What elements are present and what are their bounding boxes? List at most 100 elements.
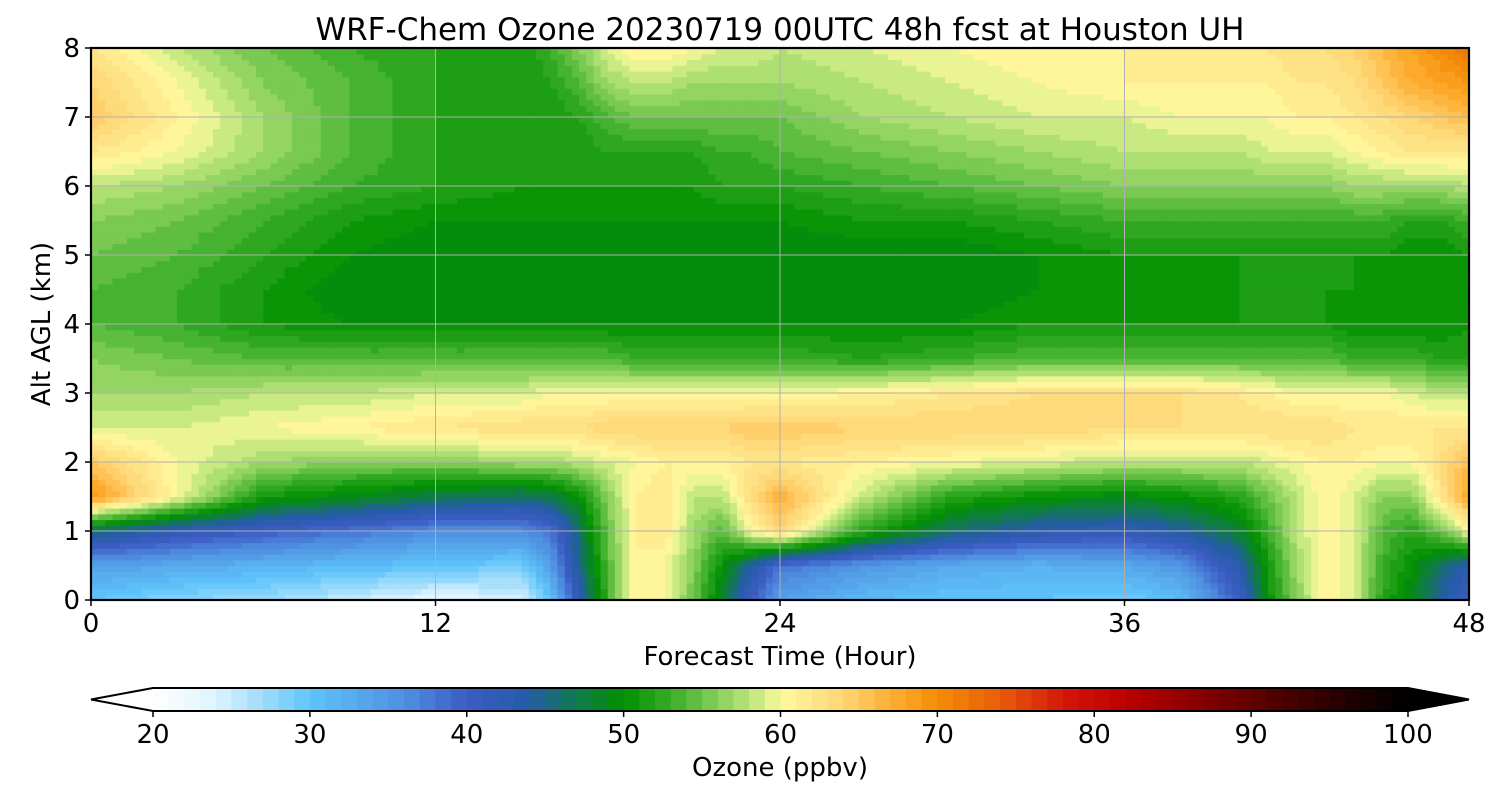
- ozone-cell: [528, 542, 537, 549]
- ozone-cell: [1296, 565, 1305, 572]
- ozone-cell: [313, 594, 322, 601]
- ozone-cell: [693, 559, 702, 567]
- ozone-cell: [866, 559, 874, 567]
- ozone-cell: [435, 571, 444, 578]
- ozone-cell: [1196, 577, 1205, 584]
- ozone-cell: [579, 554, 587, 561]
- ozone-cell: [1311, 542, 1319, 549]
- ozone-cell: [1146, 467, 1154, 475]
- ozone-cell: [686, 525, 695, 532]
- ozone-cell: [227, 467, 236, 475]
- ozone-cell: [1052, 536, 1061, 544]
- ozone-cell: [1311, 548, 1319, 555]
- ozone-cell: [701, 525, 709, 532]
- ozone-cell: [787, 559, 795, 567]
- ozone-cell: [256, 450, 264, 457]
- ozone-cell: [112, 582, 121, 590]
- ozone-cell: [198, 450, 207, 457]
- ozone-cell: [134, 513, 142, 521]
- ozone-cell: [284, 554, 293, 561]
- ozone-cell: [313, 496, 322, 503]
- ozone-cell: [1117, 582, 1126, 590]
- ozone-cell: [335, 456, 343, 463]
- ozone-cell: [184, 588, 193, 595]
- ozone-cell: [356, 467, 365, 475]
- ozone-cell: [413, 525, 422, 532]
- ozone-cell: [91, 554, 99, 561]
- ozone-cell: [126, 559, 135, 567]
- ozone-cell: [478, 531, 487, 538]
- ozone-cell: [1110, 582, 1118, 590]
- ozone-cell: [492, 462, 501, 469]
- ozone-cell: [507, 462, 516, 469]
- ozone-cell: [844, 450, 853, 457]
- ozone-cell: [600, 588, 609, 595]
- ozone-cell: [1052, 473, 1061, 480]
- ozone-cell: [543, 531, 551, 538]
- ozone-cell: [945, 462, 953, 469]
- ozone-cell: [593, 531, 602, 538]
- ozone-cell: [1131, 456, 1140, 463]
- ozone-cell: [306, 577, 315, 584]
- ozone-cell: [119, 485, 128, 492]
- ozone-cell: [543, 502, 551, 509]
- ozone-cell: [693, 513, 702, 521]
- ozone-cell: [973, 571, 982, 578]
- ozone-cell: [148, 467, 157, 475]
- ozone-cell: [449, 502, 458, 509]
- ozone-cell: [1289, 588, 1298, 595]
- ozone-cell: [284, 513, 293, 521]
- ozone-cell: [937, 588, 946, 595]
- ozone-cell: [1102, 548, 1111, 555]
- ozone-cell: [1325, 525, 1334, 532]
- ozone-cell: [1311, 490, 1319, 498]
- ozone-cell: [1167, 502, 1176, 509]
- ozone-cell: [937, 594, 946, 601]
- ozone-cell: [1045, 588, 1054, 595]
- ozone-cell: [729, 462, 738, 469]
- ozone-cell: [1454, 542, 1463, 549]
- ozone-cell: [112, 479, 121, 486]
- ozone-cell: [1024, 513, 1032, 521]
- ozone-cell: [413, 542, 422, 549]
- ozone-cell: [1045, 536, 1054, 544]
- ozone-cell: [586, 513, 594, 521]
- ozone-cell: [557, 571, 566, 578]
- ozone-cell: [1196, 565, 1205, 572]
- ozone-cell: [1282, 467, 1291, 475]
- ozone-cell: [1224, 559, 1233, 567]
- ozone-cell: [1346, 456, 1355, 463]
- ozone-cell: [808, 577, 817, 584]
- ozone-cell: [191, 531, 200, 538]
- ozone-cell: [119, 467, 128, 475]
- ozone-cell: [1433, 479, 1441, 486]
- ozone-cell: [1110, 508, 1118, 515]
- ozone-cell: [528, 496, 537, 503]
- ozone-cell: [363, 462, 372, 469]
- ozone-cell: [1239, 490, 1248, 498]
- ozone-cell: [665, 571, 673, 578]
- ozone-cell: [392, 588, 401, 595]
- ozone-cell: [1390, 559, 1398, 567]
- ozone-cell: [909, 525, 917, 532]
- ozone-cell: [478, 588, 487, 595]
- ozone-cell: [715, 496, 724, 503]
- ozone-cell: [787, 554, 795, 561]
- ozone-cell: [327, 531, 336, 538]
- ozone-cell: [1346, 508, 1355, 515]
- ozone-cell: [1239, 588, 1248, 595]
- ozone-cell: [1045, 485, 1054, 492]
- ozone-cell: [464, 582, 472, 590]
- ozone-cell: [1461, 479, 1470, 486]
- ozone-cell: [937, 571, 946, 578]
- ozone-cell: [1260, 565, 1269, 572]
- ozone-cell: [701, 473, 709, 480]
- ozone-cell: [1052, 531, 1061, 538]
- ozone-cell: [1045, 490, 1054, 498]
- ozone-cell: [1275, 588, 1283, 595]
- ozone-cell: [514, 496, 523, 503]
- ozone-cell: [277, 502, 286, 509]
- ozone-cell: [1074, 536, 1083, 544]
- ozone-cell: [306, 582, 315, 590]
- ozone-cell: [1397, 588, 1406, 595]
